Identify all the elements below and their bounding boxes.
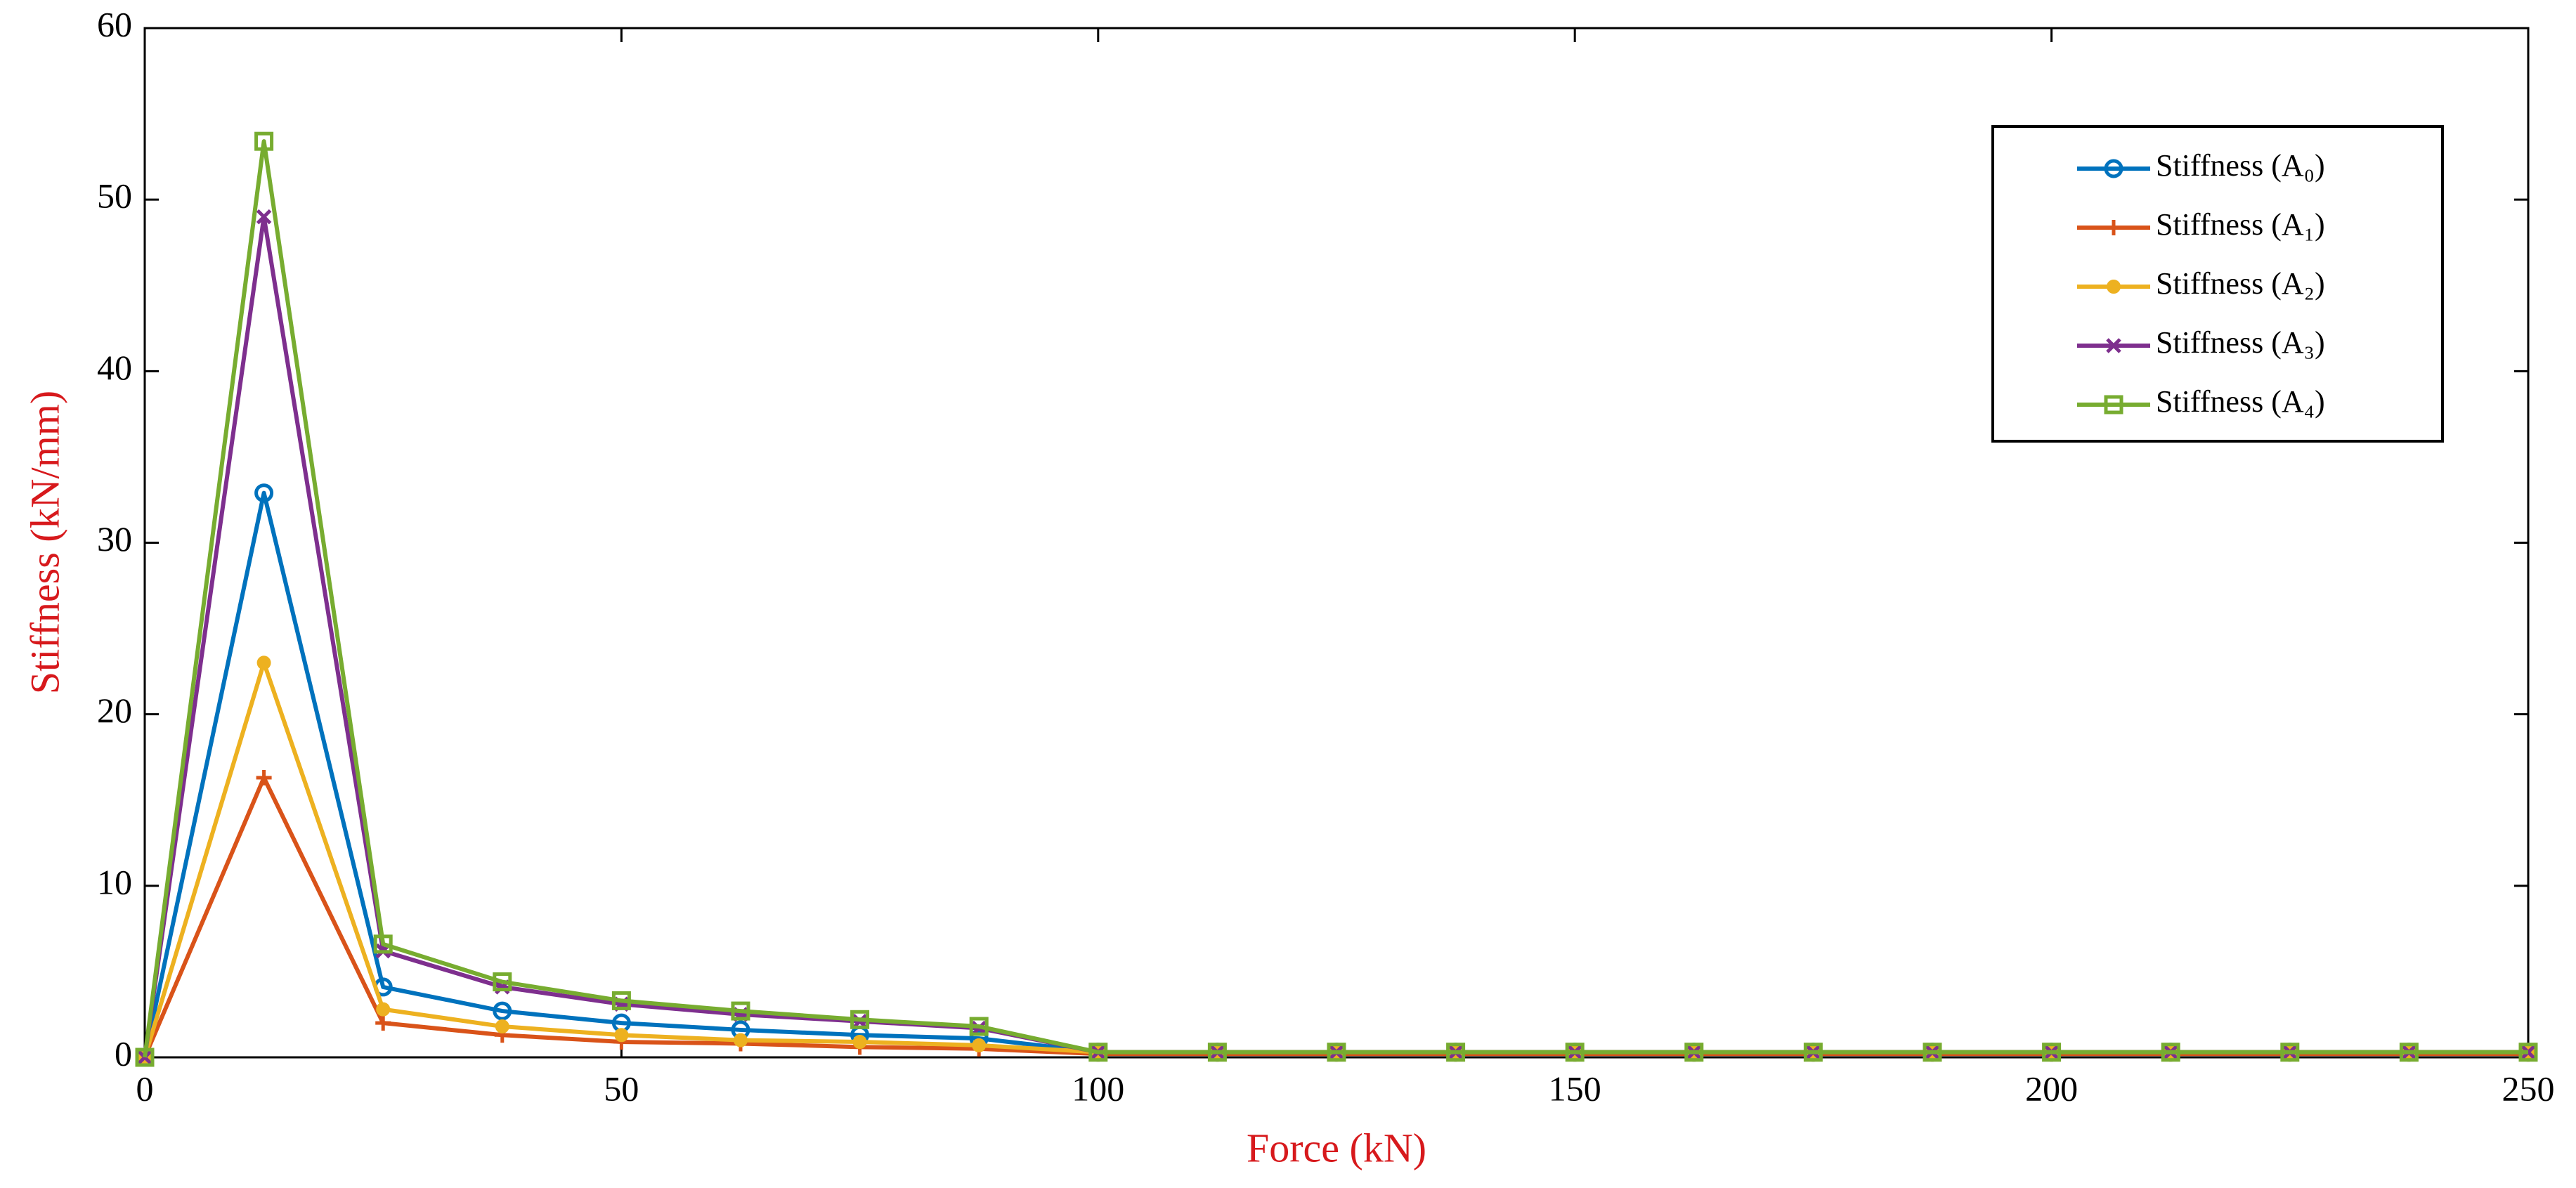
marker <box>2161 1043 2180 1062</box>
legend-label: Stiffness (A₂) <box>2156 266 2325 301</box>
legend-label: Stiffness (A₃) <box>2156 325 2325 360</box>
marker <box>375 1015 391 1031</box>
marker <box>1803 1043 1823 1062</box>
marker <box>969 1017 989 1036</box>
marker <box>254 131 274 151</box>
legend-box <box>1991 125 2444 443</box>
legend-label: Stiffness (A₁) <box>2156 207 2325 242</box>
x-axis-label: Force (kN) <box>1247 1125 1426 1170</box>
marker <box>2042 1043 2062 1062</box>
marker <box>1088 1043 1108 1062</box>
x-tick-label: 150 <box>1549 1069 1601 1108</box>
marker <box>376 1002 391 1017</box>
legend-label: Stiffness (A₄) <box>2156 384 2325 419</box>
marker <box>2104 395 2123 415</box>
marker <box>1684 1043 1704 1062</box>
marker <box>850 1010 870 1029</box>
marker <box>1327 1043 1346 1062</box>
marker <box>1923 1043 1942 1062</box>
y-tick-label: 0 <box>115 1033 132 1073</box>
series <box>138 655 2535 1064</box>
y-tick-label: 30 <box>97 519 132 559</box>
marker <box>972 1038 987 1052</box>
x-tick-label: 200 <box>2025 1069 2078 1108</box>
x-tick-label: 0 <box>136 1069 154 1108</box>
series <box>137 770 2536 1065</box>
marker <box>2107 280 2121 294</box>
series-line <box>143 776 2528 1059</box>
marker <box>256 770 272 786</box>
marker <box>256 209 272 225</box>
marker <box>1207 1043 1227 1062</box>
marker <box>2399 1043 2419 1062</box>
y-tick-label: 60 <box>97 4 132 44</box>
y-tick-label: 10 <box>97 862 132 901</box>
marker <box>611 991 631 1010</box>
marker <box>2104 159 2123 178</box>
marker <box>2280 1043 2300 1062</box>
series <box>135 131 2538 1067</box>
marker <box>731 1001 750 1021</box>
marker <box>135 1047 155 1067</box>
y-tick-label: 20 <box>97 691 132 730</box>
series-line <box>143 139 2528 1058</box>
marker <box>852 1035 867 1050</box>
marker <box>2106 338 2121 353</box>
y-tick-label: 40 <box>97 348 132 387</box>
marker <box>614 1028 629 1043</box>
marker <box>1565 1043 1585 1062</box>
series-line <box>143 660 2528 1058</box>
marker <box>256 655 271 670</box>
y-axis-label: Stiffness (kN/mm) <box>22 391 67 694</box>
marker <box>373 934 393 954</box>
marker <box>2518 1043 2538 1062</box>
x-tick-label: 250 <box>2502 1069 2555 1108</box>
marker <box>2106 220 2121 235</box>
marker <box>495 1019 509 1034</box>
y-tick-label: 50 <box>97 176 132 216</box>
marker <box>493 972 512 992</box>
x-tick-label: 100 <box>1072 1069 1124 1108</box>
marker <box>493 1001 512 1021</box>
x-tick-label: 50 <box>604 1069 639 1108</box>
marker <box>734 1033 748 1047</box>
legend-label: Stiffness (A₀) <box>2156 148 2325 183</box>
marker <box>1446 1043 1466 1062</box>
marker <box>254 483 274 503</box>
